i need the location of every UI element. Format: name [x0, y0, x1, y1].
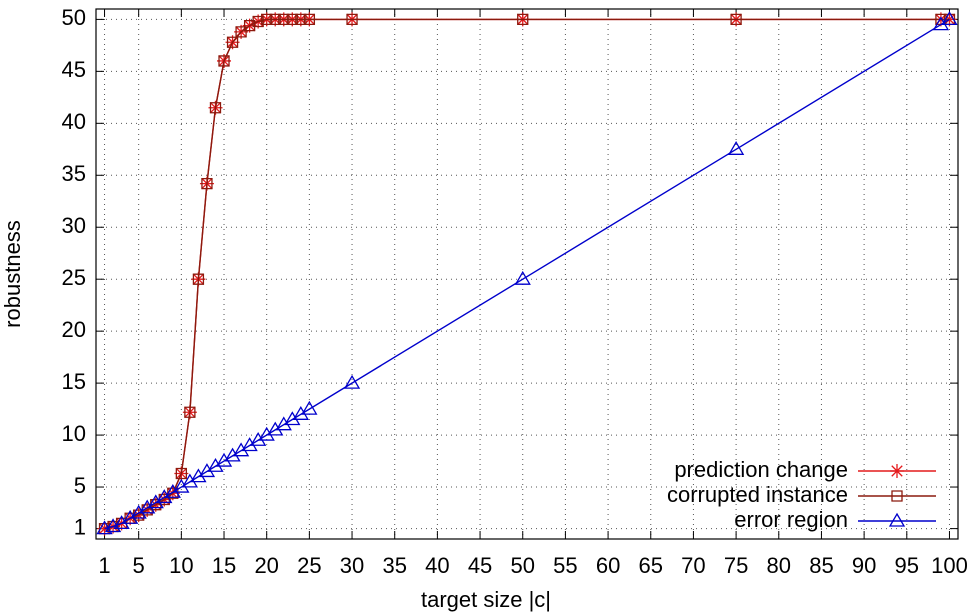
y-tick-label: 5 [74, 473, 86, 498]
marker [147, 494, 164, 509]
y-axis-label: robustness [0, 220, 25, 328]
series-line [104, 18, 950, 530]
y-tick-label: 1 [74, 514, 86, 539]
x-tick-label: 60 [596, 553, 620, 578]
y-tick-label: 35 [62, 161, 86, 186]
marker [267, 421, 284, 436]
marker [932, 16, 950, 31]
marker [201, 177, 213, 190]
legend-label: prediction change [674, 457, 848, 482]
marker [113, 515, 130, 530]
marker [250, 431, 267, 446]
y-tick-label: 45 [62, 57, 86, 82]
marker [207, 457, 224, 472]
x-tick-label: 10 [169, 553, 193, 578]
x-tick-label: 70 [681, 553, 705, 578]
legend-marker [888, 512, 906, 527]
marker [122, 509, 139, 524]
marker [284, 411, 301, 426]
marker [139, 499, 156, 514]
marker [215, 452, 233, 467]
marker [941, 11, 958, 26]
y-tick-label: 10 [62, 421, 86, 446]
x-tick-label: 45 [468, 553, 492, 578]
marker [258, 426, 275, 441]
x-tick-label: 50 [510, 553, 534, 578]
x-tick-label: 1 [98, 553, 110, 578]
marker [301, 400, 318, 415]
legend-label: corrupted instance [667, 482, 848, 507]
x-axis-label: target size |c| [421, 587, 551, 612]
marker [241, 437, 258, 452]
y-tick-label: 30 [62, 213, 86, 238]
x-tick-label: 80 [767, 553, 791, 578]
marker [346, 13, 358, 26]
series-line [104, 18, 950, 530]
legend-marker [891, 490, 903, 502]
y-tick-label: 15 [62, 369, 86, 394]
marker [164, 483, 181, 498]
marker [730, 13, 742, 26]
marker [190, 468, 207, 483]
x-tick-label: 95 [895, 553, 919, 578]
marker [198, 463, 216, 478]
x-tick-label: 65 [639, 553, 663, 578]
x-tick-label: 85 [809, 553, 833, 578]
marker [209, 102, 222, 114]
marker [130, 504, 147, 519]
x-tick-label: 20 [254, 553, 278, 578]
marker [224, 447, 241, 462]
marker [156, 489, 173, 504]
x-tick-label: 90 [852, 553, 876, 578]
x-tick-label: 30 [340, 553, 364, 578]
legend-label: error region [734, 507, 848, 532]
marker [252, 15, 264, 28]
marker [192, 273, 205, 285]
marker [232, 442, 250, 457]
marker [175, 467, 187, 480]
x-tick-label: 15 [212, 553, 236, 578]
marker [343, 374, 361, 389]
marker [218, 55, 230, 67]
x-tick-label: 100 [931, 553, 968, 578]
x-tick-label: 55 [553, 553, 577, 578]
marker [514, 270, 531, 285]
marker [292, 406, 309, 420]
y-tick-label: 50 [62, 5, 86, 30]
plot-frame [95, 8, 959, 540]
marker [517, 13, 529, 26]
x-tick-label: 75 [724, 553, 748, 578]
marker [226, 36, 239, 48]
x-tick-label: 5 [133, 553, 145, 578]
x-tick-label: 40 [425, 553, 449, 578]
y-tick-label: 40 [62, 109, 86, 134]
marker [243, 19, 256, 32]
marker [173, 478, 190, 493]
y-tick-label: 25 [62, 265, 86, 290]
marker [235, 26, 247, 38]
marker [727, 141, 745, 155]
marker [181, 473, 199, 488]
legend-marker [890, 464, 904, 478]
marker [184, 406, 196, 418]
marker [275, 416, 292, 431]
x-tick-label: 25 [297, 553, 321, 578]
marker [303, 13, 316, 26]
y-tick-label: 20 [62, 317, 86, 342]
x-tick-label: 35 [382, 553, 406, 578]
